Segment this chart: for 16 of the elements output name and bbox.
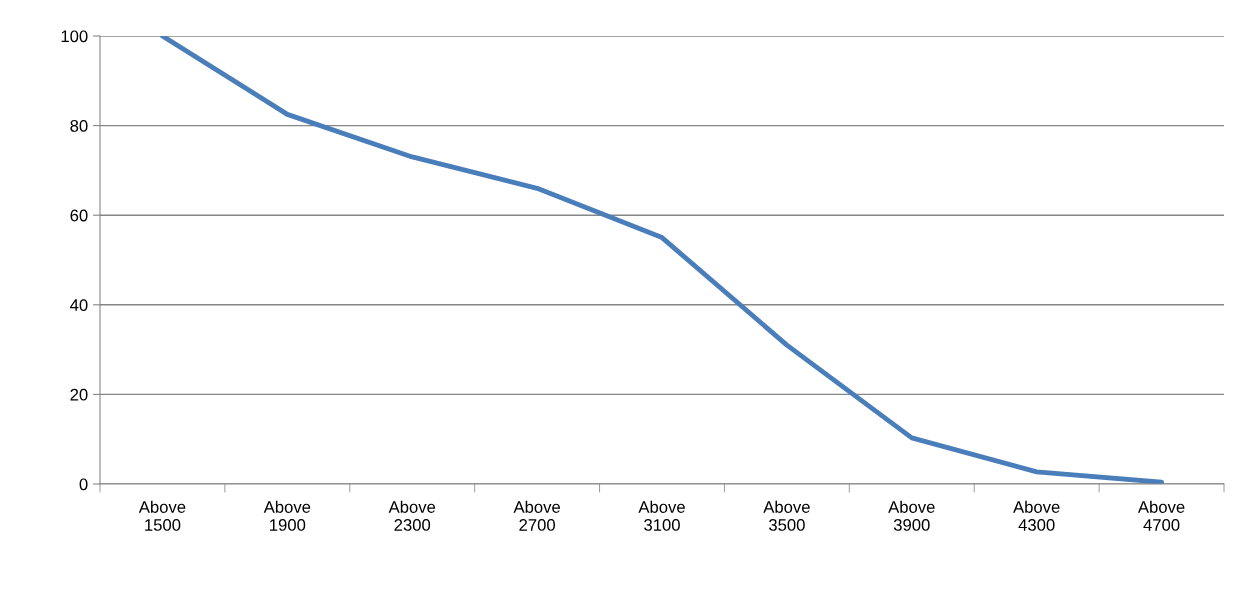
- x-tick-label: Above 3900: [888, 500, 935, 531]
- x-tick-label: Above 4300: [1013, 500, 1060, 531]
- x-tick-label: Above 3500: [763, 500, 810, 531]
- x-tick-label: Above 1500: [138, 500, 186, 531]
- x-tick-label: Above 2700: [513, 500, 560, 531]
- y-tick-label: 0: [79, 478, 88, 491]
- line-series: [160, 36, 1164, 484]
- y-tick-label: 80: [70, 120, 88, 132]
- x-tick-label: Above 3100: [638, 500, 685, 531]
- x-tick-label: Above 1900: [263, 500, 311, 531]
- y-tick-label: 20: [70, 388, 88, 401]
- y-tick-label: 100: [61, 30, 88, 43]
- x-tick-label: Above 2300: [388, 500, 436, 531]
- x-tick-label: Above 4700: [1137, 500, 1185, 531]
- y-tick-label: 60: [70, 209, 88, 222]
- y-tick-label: 40: [70, 299, 88, 311]
